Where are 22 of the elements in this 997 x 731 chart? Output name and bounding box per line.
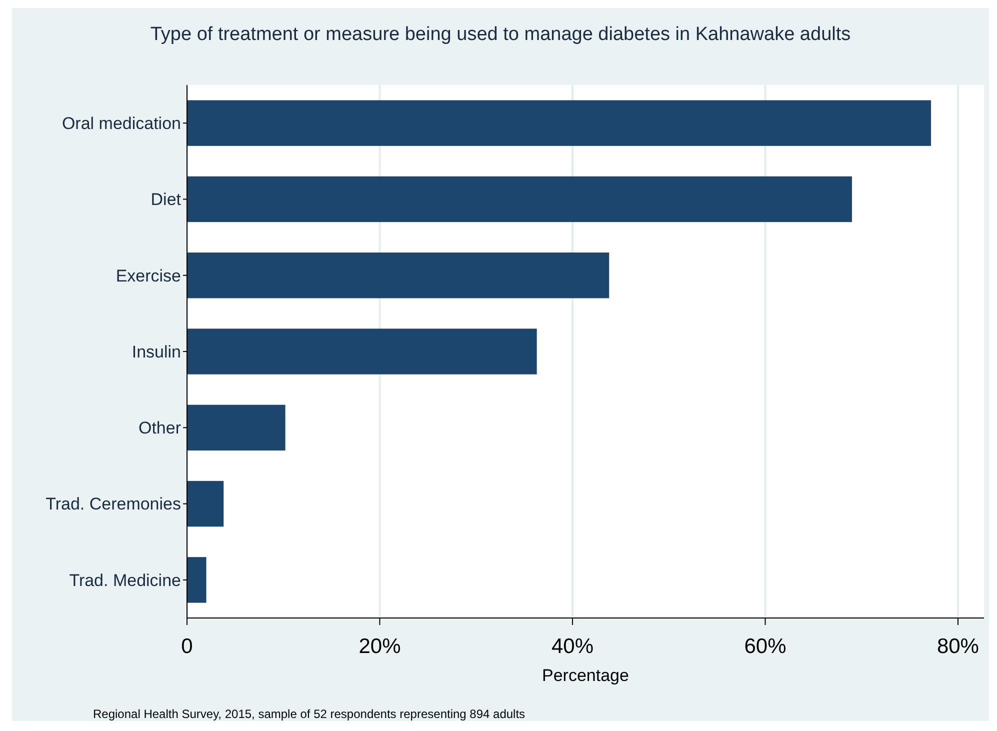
y-tick-label: Trad. Ceremonies: [46, 494, 181, 514]
chart-title: Type of treatment or measure being used to manage diabetes in Kahnawake adults: [150, 24, 851, 45]
bar: [187, 557, 206, 603]
text: Regional Health Survey, 2015, sample of 52 respondents representing 894 adults: [93, 707, 526, 721]
x-axis-title: Percentage: [542, 666, 629, 685]
x-tick-label: 60%: [744, 635, 786, 658]
bar: [187, 100, 931, 146]
y-tick-label: Exercise: [116, 266, 181, 286]
bar: [187, 328, 537, 374]
y-tick-label: Trad. Medicine: [69, 570, 181, 590]
x-tick-label: 0: [181, 635, 193, 658]
y-tick-label: Oral medication: [62, 114, 181, 134]
bar: [187, 252, 610, 298]
x-tick-label: 20%: [358, 635, 401, 658]
x-tick-label: 40%: [551, 635, 594, 658]
bar: [187, 404, 286, 450]
y-tick-label: Diet: [150, 190, 182, 210]
y-tick-label: Other: [138, 418, 182, 438]
y-tick-label: Insulin: [132, 342, 181, 362]
x-tick-label: 80%: [936, 635, 979, 658]
bar: [187, 480, 224, 527]
bar: [187, 176, 852, 222]
